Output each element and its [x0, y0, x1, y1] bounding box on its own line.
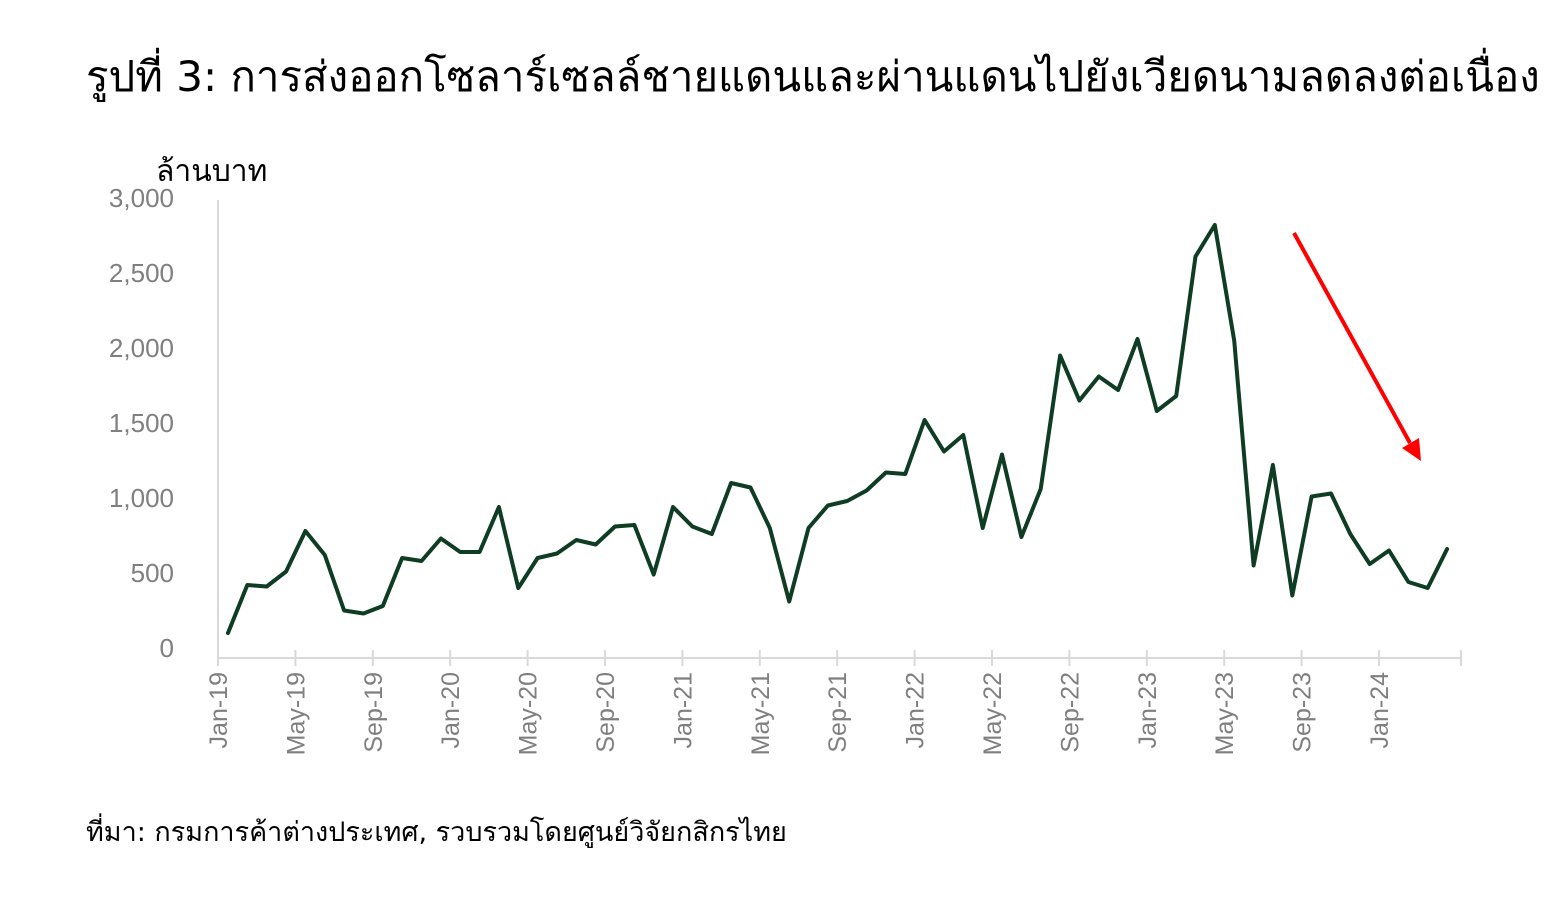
x-tick-label: Jan-23: [1134, 672, 1162, 748]
y-tick-label: 500: [131, 558, 174, 588]
decline-arrow-shaft: [1292, 232, 1412, 444]
x-tick-label: Sep-22: [1056, 672, 1084, 753]
y-axis-ticks: 0 500 1,000 1,500 2,000 2,500 3,000: [109, 183, 174, 663]
y-tick-label: 0: [160, 633, 174, 663]
x-tick-label: May-20: [515, 672, 543, 755]
x-tick-label: May-22: [979, 672, 1007, 755]
y-tick-label: 3,000: [109, 183, 174, 213]
x-tick-label: Sep-20: [592, 672, 620, 753]
chart-title: รูปที่ 3: การส่งออกโซลาร์เซลล์ชายแดนและผ…: [86, 52, 1540, 101]
x-tick-label: Jan-19: [205, 672, 233, 748]
x-tick-label: May-23: [1211, 672, 1239, 755]
x-tick-label: Sep-23: [1289, 672, 1317, 753]
source-note: ที่มา: กรมการค้าต่างประเทศ, รวบรวมโดยศูน…: [86, 817, 787, 848]
y-tick-label: 2,500: [109, 258, 174, 288]
y-tick-label: 1,500: [109, 408, 174, 438]
y-tick-label: 2,000: [109, 333, 174, 363]
y-axis-unit-label: ล้านบาท: [156, 154, 268, 189]
x-tick-label: May-19: [282, 672, 310, 755]
x-tick-label: Sep-19: [360, 672, 388, 753]
x-tick-label: Jan-22: [902, 672, 930, 748]
x-tick-label: Jan-21: [669, 672, 697, 748]
x-tick-label: Jan-20: [437, 672, 465, 748]
x-tick-label: May-21: [747, 672, 775, 755]
x-tick-label: Jan-24: [1366, 672, 1394, 749]
y-tick-label: 1,000: [109, 483, 174, 513]
decline-arrow-icon: [1292, 232, 1421, 461]
x-tick-label: Sep-21: [824, 672, 852, 753]
decline-arrow-head: [1402, 438, 1421, 461]
export-value-line: [226, 223, 1450, 635]
x-axis-ticks: Jan-19 May-19 Sep-19 Jan-20 May-20 Sep-20 Jan-…: [205, 650, 1462, 755]
